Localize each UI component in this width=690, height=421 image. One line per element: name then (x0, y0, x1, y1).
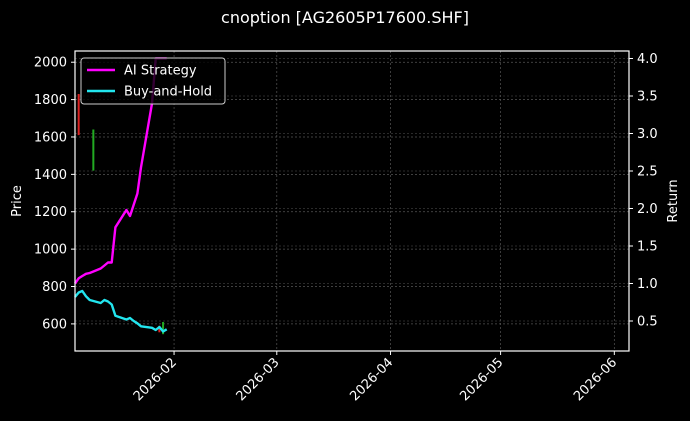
legend-box (80, 57, 226, 105)
x-tick-label: 2026-03 (234, 355, 283, 404)
left-tick-label: 1600 (34, 130, 67, 145)
chart-title: cnoption [AG2605P17600.SHF] (221, 8, 469, 27)
left-tick-label: 1800 (34, 93, 67, 108)
left-tick-label: 800 (42, 280, 67, 295)
right-tick-label: 2.5 (637, 165, 658, 180)
left-tick-label: 1400 (34, 168, 67, 183)
x-tick-label: 2026-04 (347, 355, 396, 404)
x-tick-label: 2026-06 (571, 355, 620, 404)
left-axis-label: Price (10, 185, 25, 217)
right-tick-label: 1.5 (637, 240, 658, 255)
legend-label: AI Strategy (124, 64, 197, 79)
right-tick-label: 2.0 (637, 202, 658, 217)
left-tick-label: 600 (42, 317, 67, 332)
right-tick-label: 3.5 (637, 90, 658, 105)
right-tick-label: 4.0 (637, 52, 658, 67)
right-tick-label: 0.5 (637, 315, 658, 330)
right-axis-label: Return (666, 179, 681, 222)
left-tick-label: 1000 (34, 243, 67, 258)
buy-and-hold-line (74, 289, 168, 333)
left-tick-label: 1200 (34, 205, 67, 220)
x-tick-label: 2026-02 (131, 355, 180, 404)
right-tick-label: 3.0 (637, 127, 658, 142)
plot-frame (74, 50, 630, 352)
right-tick-label: 1.0 (637, 277, 658, 292)
left-tick-label: 2000 (34, 56, 67, 71)
x-tick-label: 2026-05 (457, 355, 506, 404)
legend-label: Buy-and-Hold (124, 85, 212, 100)
